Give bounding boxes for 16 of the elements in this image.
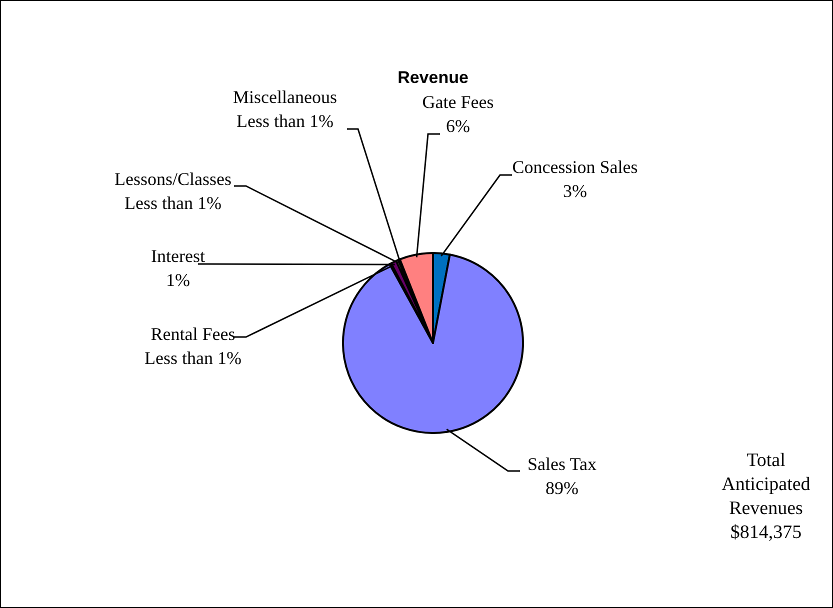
slice-label: Rental Fees: [150, 324, 236, 344]
slice-label: Sales Tax: [528, 454, 596, 474]
slice-label: Concession Sales: [512, 157, 638, 177]
text: Total Anticipated Revenues $814,375: [722, 450, 811, 543]
data-label: Less than 1%: [124, 193, 222, 213]
slice-label: Miscellaneous: [233, 87, 337, 107]
data-label: 1%: [166, 270, 190, 290]
slice-label: Interest: [151, 246, 205, 266]
slice-label: Lessons/Classes: [114, 169, 232, 189]
data-label: 89%: [546, 478, 578, 498]
data-label: Less than 1%: [144, 348, 242, 368]
data-label: 3%: [563, 181, 587, 201]
data-label: 6%: [446, 116, 470, 136]
chart-title: Revenue: [398, 68, 468, 87]
slice-label: Gate Fees: [422, 92, 494, 112]
data-label: Less than 1%: [236, 111, 334, 131]
